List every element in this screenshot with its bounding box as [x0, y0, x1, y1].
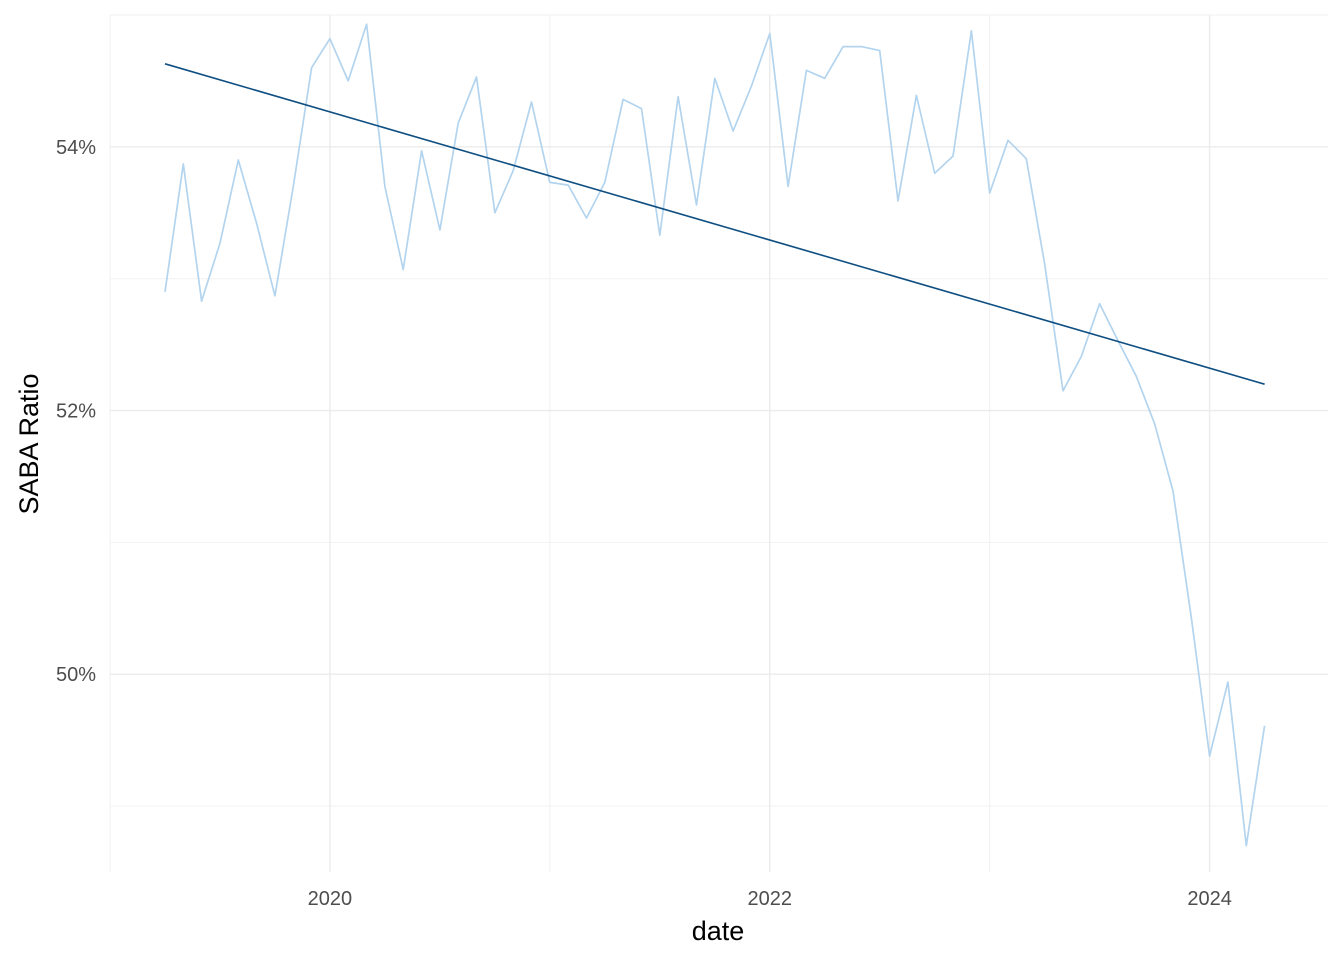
minor-gridlines: [109, 14, 1328, 872]
y-tick-label: 54%: [56, 137, 96, 159]
x-tick-label: 2020: [308, 888, 353, 910]
x-tick-label: 2022: [748, 888, 793, 910]
x-axis-title: date: [692, 916, 745, 946]
y-tick-labels: 50% 52% 54%: [56, 137, 96, 686]
trend-line: [164, 63, 1265, 385]
y-axis-title: SABA Ratio: [14, 373, 44, 514]
major-gridlines: [110, 15, 1328, 872]
y-tick-label: 52%: [56, 401, 96, 423]
x-tick-label: 2024: [1187, 888, 1232, 910]
x-tick-labels: 2020 2022 2024: [308, 888, 1232, 910]
series-layer: [164, 23, 1266, 847]
y-tick-label: 50%: [56, 664, 96, 686]
observed-series-line: [164, 23, 1266, 847]
